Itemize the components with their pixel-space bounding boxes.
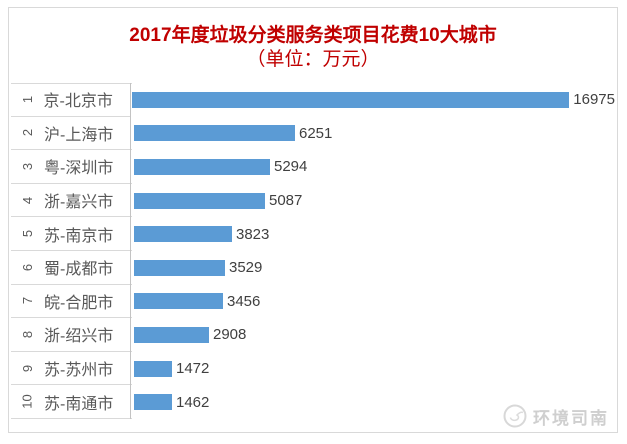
city-label: 苏-苏州市	[44, 362, 114, 380]
city-cell: 苏-苏州市	[44, 352, 132, 386]
rank-cell: 8	[11, 318, 44, 352]
rank-label: 3	[19, 162, 35, 171]
rank-cell: 5	[11, 217, 44, 251]
bar-cell: 3456	[132, 285, 615, 319]
city-label: 蜀-成都市	[44, 261, 114, 279]
rank-cell: 9	[11, 352, 44, 386]
bar-cell: 1472	[132, 352, 615, 386]
bar-cell: 3823	[132, 217, 615, 251]
city-label: 京-北京市	[43, 93, 113, 111]
chart-title: 2017年度垃圾分类服务类项目花费10大城市	[129, 25, 497, 46]
chart-row: 3 粤-深圳市 5294	[9, 150, 615, 184]
bar-cell: 3529	[132, 251, 615, 285]
value-label: 6251	[299, 124, 333, 142]
watermark: 环境司南	[502, 402, 609, 430]
rank-label: 2	[19, 129, 35, 137]
value-label: 1462	[176, 393, 210, 411]
city-label: 浙-嘉兴市	[44, 194, 114, 212]
bar-cell: 5294	[132, 150, 615, 184]
chart-subtitle: （单位：万元）	[246, 49, 380, 70]
rank-cell: 7	[11, 285, 44, 319]
city-cell: 苏-南通市	[44, 385, 132, 419]
bar-cell: 2908	[132, 318, 615, 352]
value-bar	[132, 91, 570, 108]
chart-row: 4 浙-嘉兴市 5087	[9, 184, 615, 218]
city-label: 粤-深圳市	[44, 160, 114, 178]
city-label: 苏-南京市	[44, 227, 114, 245]
chart-row: 9 苏-苏州市 1472	[9, 352, 615, 386]
value-bar	[134, 326, 209, 343]
compass-icon	[503, 404, 527, 428]
value-label: 5294	[274, 158, 308, 176]
city-cell: 苏-南京市	[44, 217, 132, 251]
rank-label: 4	[19, 196, 35, 204]
value-label: 3456	[227, 292, 261, 310]
value-bar	[134, 293, 223, 310]
plot-area: 1 京-北京市 16975 2 沪-上海市 6251 3 粤-深圳市 5 2	[9, 83, 615, 419]
bar-cell: 5087	[132, 184, 615, 218]
bar-cell: 1462	[132, 385, 615, 419]
rank-cell: 3	[11, 150, 44, 184]
rank-cell: 10	[11, 385, 44, 419]
chart-row: 7 皖-合肥市 3456	[9, 285, 615, 319]
city-label: 沪-上海市	[44, 126, 114, 144]
city-cell: 浙-绍兴市	[44, 318, 132, 352]
value-label: 5087	[269, 192, 303, 210]
rank-label: 7	[19, 297, 35, 305]
value-bar	[134, 226, 232, 243]
chart-row: 2 沪-上海市 6251	[9, 117, 615, 151]
rank-cell: 1	[11, 83, 44, 117]
city-cell: 沪-上海市	[44, 117, 132, 151]
rank-label: 9	[19, 364, 35, 372]
city-cell: 蜀-成都市	[44, 251, 132, 285]
chart-row: 1 京-北京市 16975	[9, 83, 615, 117]
value-label: 3529	[229, 259, 263, 277]
value-bar	[134, 259, 225, 276]
value-label: 1472	[176, 360, 210, 378]
chart-row: 10 苏-南通市 1462	[9, 385, 615, 419]
city-label: 皖-合肥市	[44, 294, 114, 312]
chart-row: 5 苏-南京市 3823	[9, 217, 615, 251]
value-label: 2908	[213, 326, 247, 344]
chart-frame: 2017年度垃圾分类服务类项目花费10大城市 （单位：万元） 1 京-北京市 1…	[8, 7, 618, 433]
value-bar	[134, 360, 172, 377]
city-cell: 浙-嘉兴市	[44, 184, 132, 218]
watermark-text: 环境司南	[533, 408, 609, 428]
rank-cell: 2	[11, 117, 44, 151]
value-label: 3823	[236, 225, 270, 243]
chart-row: 6 蜀-成都市 3529	[9, 251, 615, 285]
bar-rows: 1 京-北京市 16975 2 沪-上海市 6251 3 粤-深圳市 5 2	[9, 83, 615, 419]
rank-label: 6	[19, 263, 35, 271]
rank-cell: 4	[11, 184, 44, 218]
chart-row: 8 浙-绍兴市 2908	[9, 318, 615, 352]
value-label: 16975	[573, 91, 615, 109]
bar-cell: 16975	[130, 83, 615, 117]
city-cell: 京-北京市	[43, 83, 131, 117]
category-axis-line	[130, 83, 131, 419]
value-bar	[134, 125, 295, 142]
value-bar	[134, 158, 270, 175]
rank-cell: 6	[11, 251, 44, 285]
rank-label: 5	[19, 230, 35, 238]
bar-cell: 6251	[132, 117, 615, 151]
city-label: 浙-绍兴市	[44, 328, 114, 346]
city-cell: 粤-深圳市	[44, 150, 132, 184]
value-bar	[134, 192, 265, 209]
rank-label: 10	[20, 394, 35, 409]
value-bar	[134, 394, 172, 411]
rank-label: 8	[19, 330, 35, 339]
city-cell: 皖-合肥市	[44, 285, 132, 319]
city-label: 苏-南通市	[44, 395, 114, 413]
rank-label: 1	[19, 95, 35, 103]
